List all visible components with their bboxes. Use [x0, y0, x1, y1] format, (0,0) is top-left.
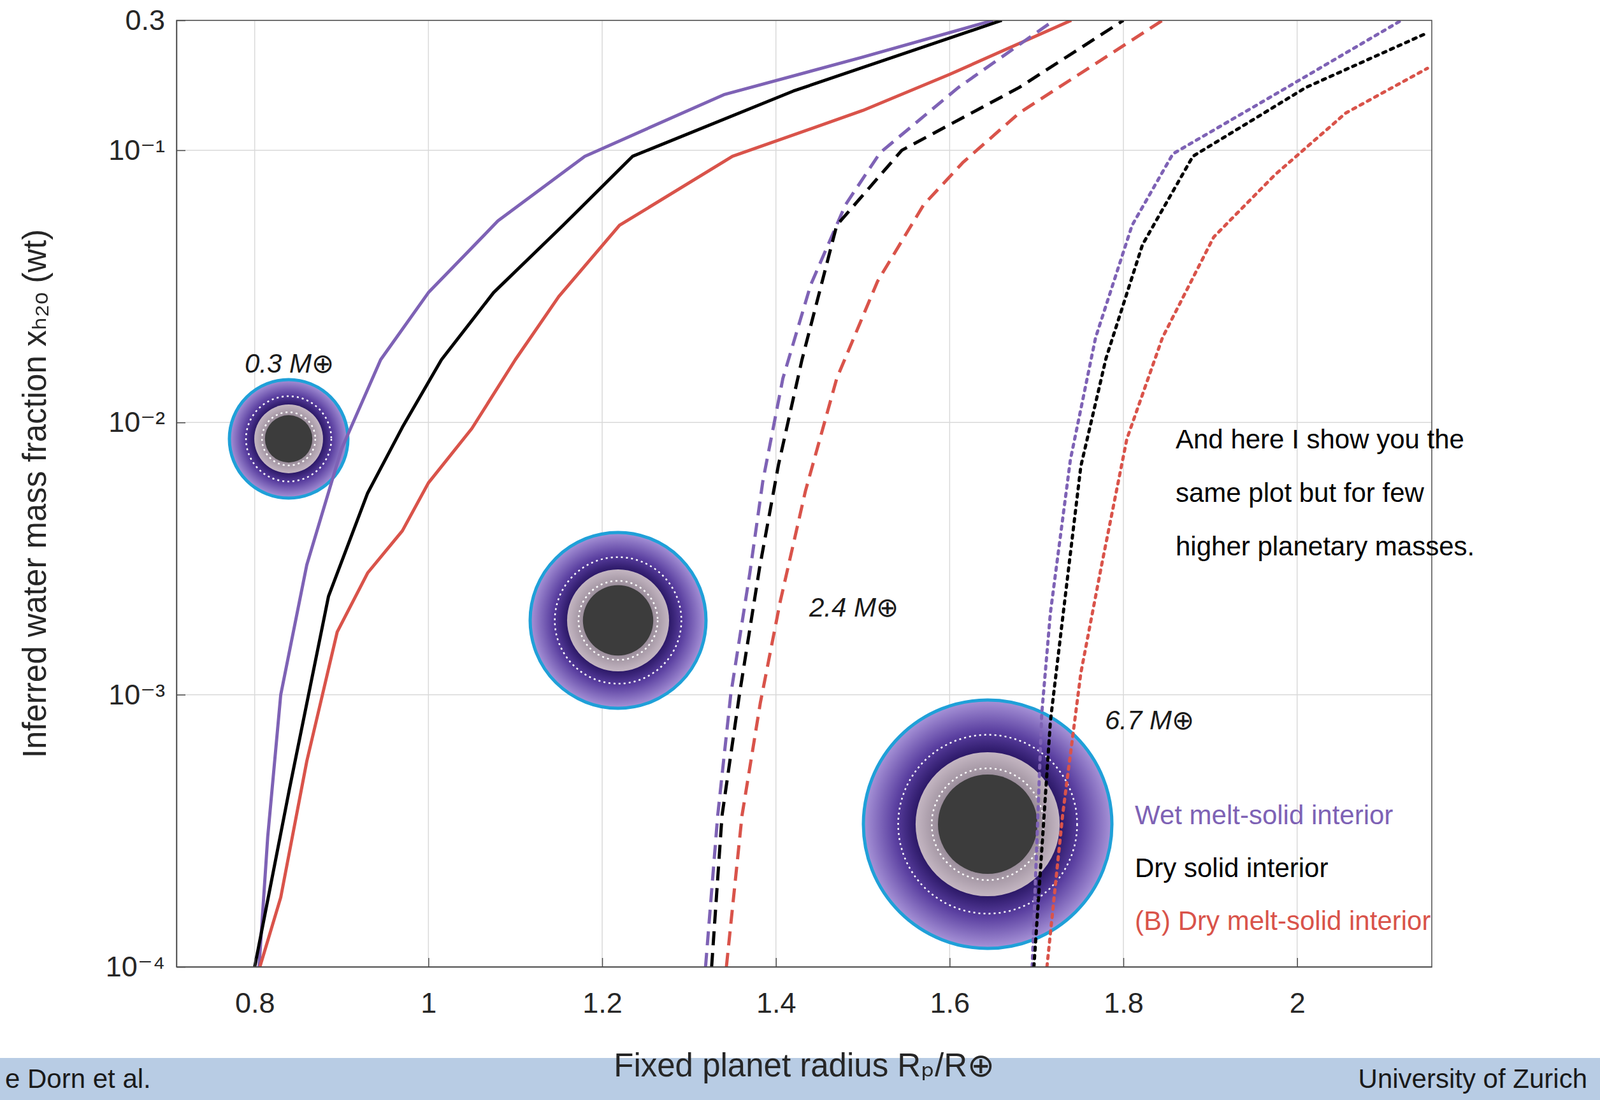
x-tick-mark [1296, 958, 1298, 968]
grid-line-x [1122, 20, 1125, 968]
mass-label: 6.7 M⊕ [1104, 705, 1195, 736]
y-tick: 10⁻¹ [108, 133, 186, 167]
y-tick-label: 10⁻³ [108, 678, 166, 712]
planet-melt-boundary [931, 768, 1044, 881]
y-tick-label: 10⁻⁴ [105, 950, 166, 984]
x-tick-label: 1.4 [756, 987, 797, 1020]
series-line [705, 20, 1054, 968]
y-tick-mark [176, 967, 186, 969]
y-axis-title: Inferred water mass fraction xₕ₂ₒ (wt) [16, 229, 53, 759]
series-line [1034, 33, 1428, 968]
mass-label: 2.4 M⊕ [808, 592, 899, 623]
x-tick-label: 1 [420, 987, 437, 1020]
x-tick-label: 1.8 [1103, 987, 1144, 1020]
x-tick-mark [1123, 958, 1125, 968]
x-tick: 2 [1289, 958, 1306, 1020]
y-tick-mark [176, 20, 186, 22]
x-tick: 0.8 [235, 958, 276, 1020]
note-line: higher planetary masses. [1175, 531, 1475, 562]
plot-area [176, 20, 1432, 968]
planet-icon [530, 532, 707, 709]
x-tick: 1 [420, 958, 437, 1020]
x-tick-mark [428, 958, 430, 968]
x-tick-label: 2 [1289, 987, 1306, 1020]
series-line [259, 20, 1072, 968]
grid-line-y [176, 149, 1432, 152]
planet-core [265, 415, 313, 463]
x-tick-mark [775, 958, 777, 968]
planet-core [583, 585, 654, 656]
x-tick: 1.8 [1103, 958, 1144, 1020]
planet-ocean [863, 700, 1112, 949]
note-line: And here I show you the [1175, 424, 1465, 455]
planet-ice-boundary [554, 557, 682, 685]
y-tick-mark [176, 694, 186, 696]
legend: Wet melt-solid interior Dry solid interio… [1134, 800, 1431, 937]
planet-core [937, 774, 1038, 875]
note-line: same plot but for few [1175, 477, 1425, 508]
grid [176, 20, 1432, 968]
legend-entry: (B) Dry melt-solid interior [1134, 906, 1431, 937]
grid-line-y [176, 694, 1432, 696]
x-tick-mark [254, 958, 256, 968]
x-tick-label: 1.2 [582, 987, 623, 1020]
planet-mantle [254, 404, 324, 474]
y-axis: 10⁻⁴ 10⁻³ 10⁻² 10⁻¹ 0.3 [105, 3, 186, 984]
planet-ocean [530, 532, 707, 709]
y-tick: 10⁻² [108, 405, 186, 439]
series-line [726, 20, 1163, 968]
mass-label: 0.3 M⊕ [244, 348, 334, 379]
chart: 0.8 1 1.2 1.4 1.6 1.8 2 10⁻⁴ 10⁻³ 10⁻² 10⁻¹ 0.3 Infe… [0, 0, 1600, 1100]
y-tick-label: 10⁻¹ [108, 133, 166, 167]
grid-line-y [176, 422, 1432, 424]
grid-line-x [601, 20, 603, 968]
y-tick-label: 0.3 [124, 3, 166, 37]
y-tick-mark [176, 422, 186, 424]
planet-ocean [229, 379, 348, 499]
planet-mantle [567, 569, 670, 672]
planet-melt-boundary [261, 412, 316, 466]
x-axis-title: Fixed planet radius Rₚ/R⊕ [613, 1047, 995, 1084]
x-tick-mark [602, 958, 604, 968]
plot-frame [176, 20, 1432, 968]
planet-icon [229, 379, 348, 499]
x-tick-label: 1.6 [930, 987, 971, 1020]
y-tick-label: 10⁻² [108, 405, 166, 439]
x-tick: 1.2 [582, 958, 623, 1020]
data-lines [254, 20, 1428, 968]
planet-icon [863, 700, 1112, 949]
x-axis-line [177, 967, 1433, 969]
y-tick: 0.3 [124, 3, 186, 37]
legend-entry: Dry solid interior [1134, 853, 1328, 884]
planet-icons [229, 379, 1112, 949]
grid-line-x [775, 20, 777, 968]
footer-right: University of Zurich [1358, 1064, 1588, 1095]
footer-left: e Dorn et al. [5, 1064, 152, 1095]
grid-line-x [254, 20, 256, 968]
legend-entry: Wet melt-solid interior [1134, 800, 1393, 831]
x-tick-label: 0.8 [235, 987, 276, 1020]
y-tick-mark [176, 150, 186, 152]
y-tick: 10⁻³ [108, 678, 186, 712]
y-tick: 10⁻⁴ [105, 950, 186, 984]
x-tick: 1.6 [930, 958, 971, 1020]
planet-melt-boundary [578, 581, 658, 661]
planet-ice-boundary [245, 396, 332, 482]
x-tick-mark [949, 958, 951, 968]
series-line [1046, 68, 1428, 968]
y-axis-line [176, 21, 178, 968]
grid-line-x [428, 20, 430, 968]
planet-ice-boundary [898, 735, 1078, 915]
x-axis: 0.8 1 1.2 1.4 1.6 1.8 2 [177, 958, 1433, 1020]
x-tick: 1.4 [756, 958, 797, 1020]
